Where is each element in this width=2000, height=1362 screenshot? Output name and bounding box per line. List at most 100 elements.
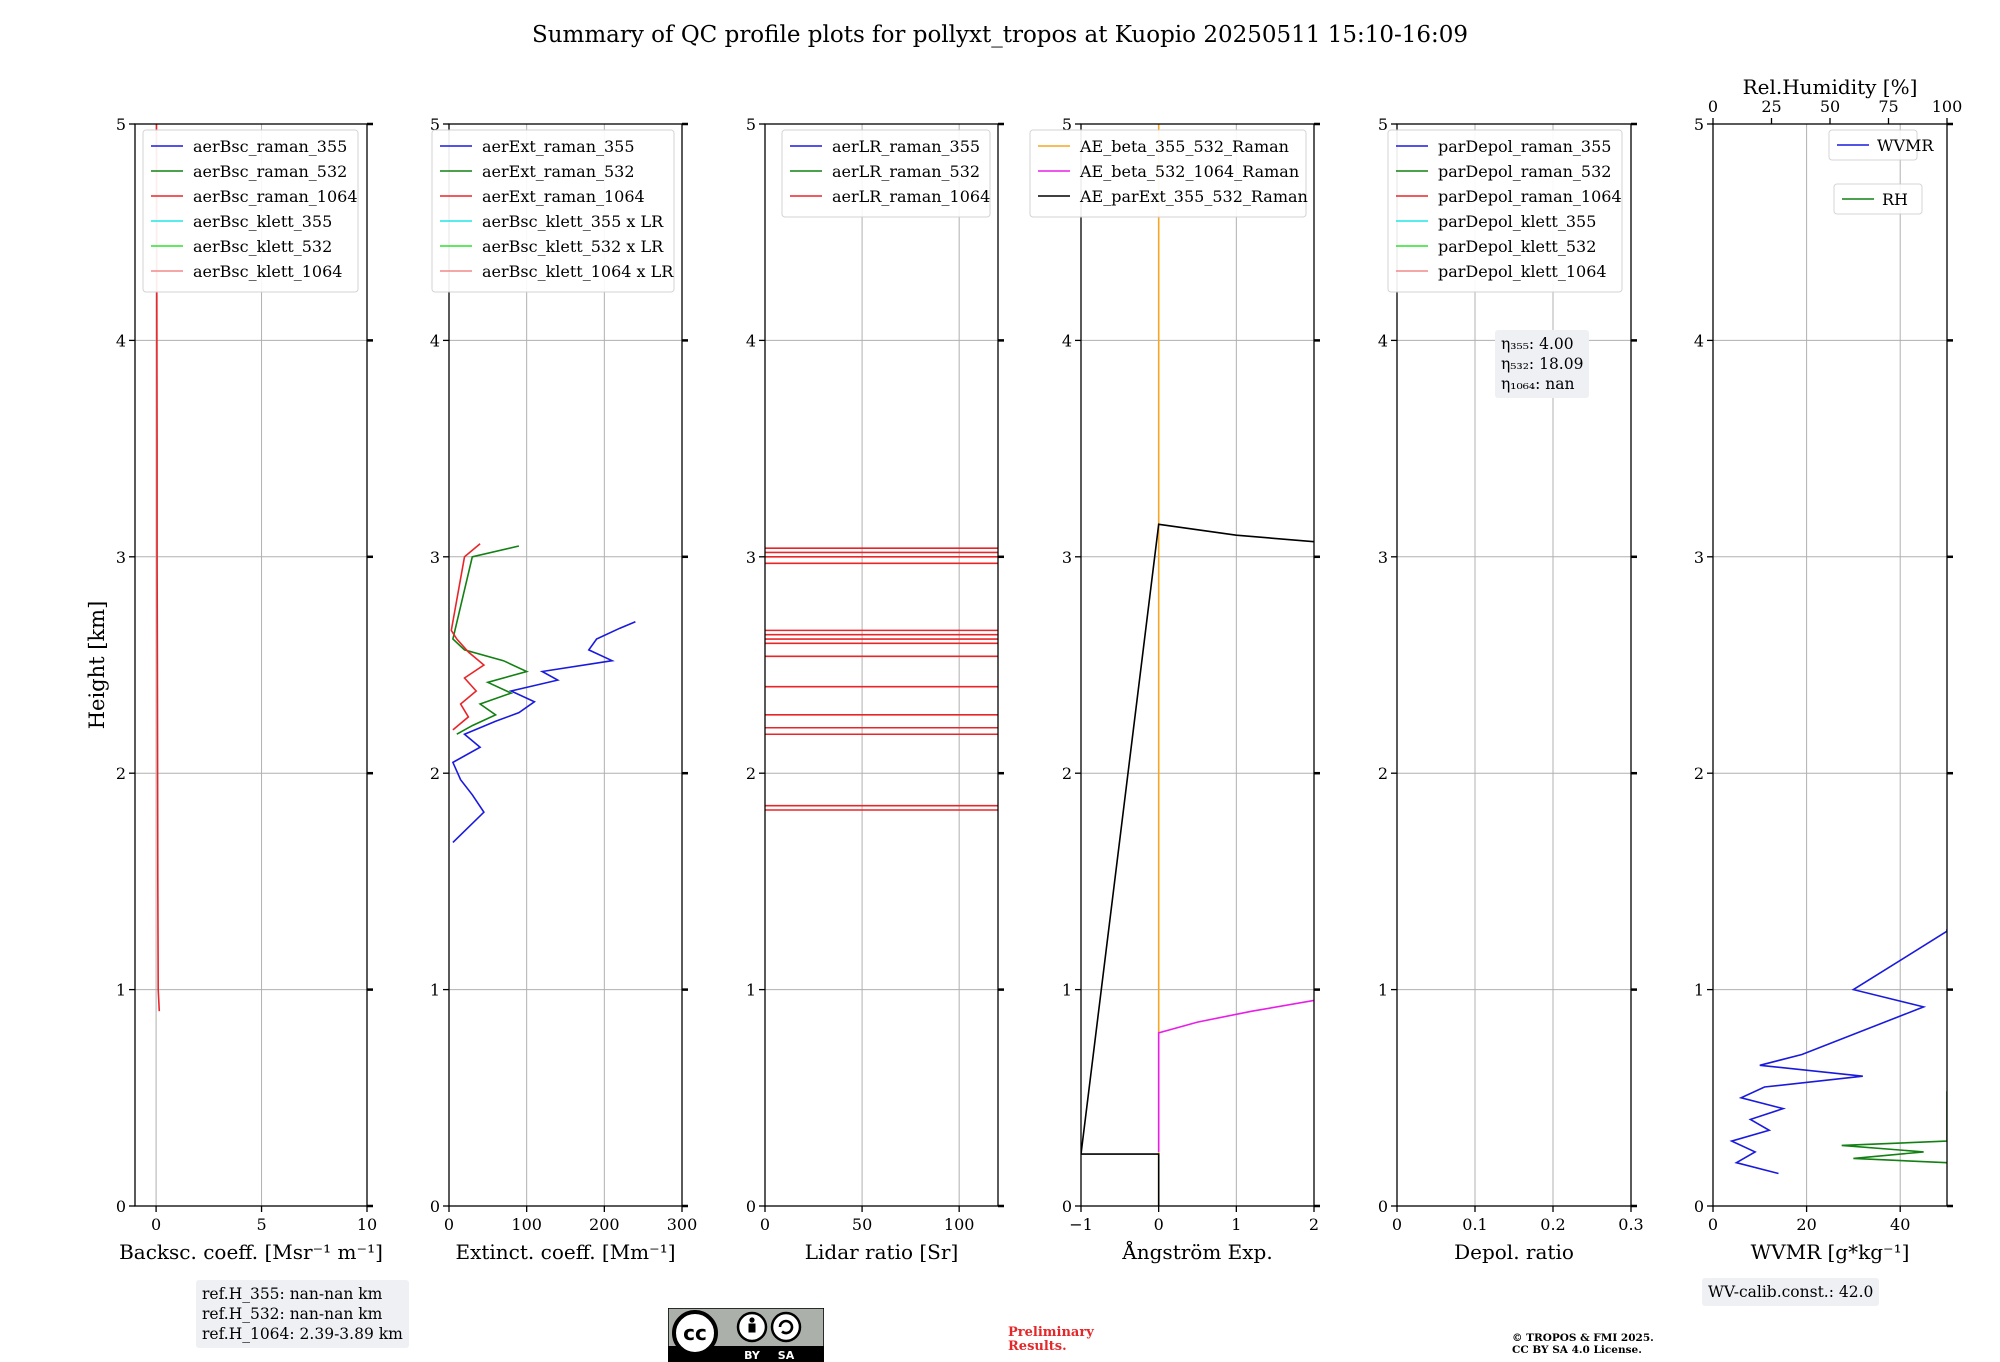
x-axis-label: Lidar ratio [Sr] (805, 1240, 959, 1264)
top-x-tick-label: 25 (1761, 97, 1781, 116)
copyright-line-2: CC BY SA 4.0 License. (1512, 1344, 1642, 1356)
x-tick-label: 20 (1796, 1215, 1816, 1234)
y-tick-label: 2 (746, 764, 756, 783)
axes-frame (764, 123, 999, 1207)
axes-frame (1080, 123, 1315, 1207)
x-tick-label: 0 (444, 1215, 454, 1234)
eta-532: η₅₃₂: 18.09 (1501, 355, 1584, 373)
y-tick-label: 0 (746, 1197, 756, 1216)
y-tick-label: 3 (1378, 548, 1388, 567)
legend-label: AE_beta_355_532_Raman (1079, 137, 1289, 156)
series-line (1841, 1091, 1947, 1164)
axes-frame (448, 123, 683, 1207)
legend-label: aerBsc_raman_355 (193, 137, 347, 156)
x-tick-label: 0 (1392, 1215, 1402, 1234)
ref-height-355: ref.H_355: nan-nan km (202, 1285, 383, 1303)
eta-1064: η₁₀₆₄: nan (1501, 375, 1575, 393)
cc-by-label: BY (744, 1349, 761, 1362)
y-tick-label: 5 (1378, 115, 1388, 134)
legend-label: RH (1882, 190, 1908, 209)
y-tick-label: 4 (1378, 331, 1388, 350)
y-tick-label: 1 (1062, 981, 1072, 1000)
legend-box (1833, 183, 1923, 215)
x-tick-label: −1 (1069, 1215, 1093, 1234)
legend-label: parDepol_klett_532 (1438, 237, 1596, 256)
y-tick-label: 3 (116, 548, 126, 567)
axes-frame (1396, 123, 1632, 1207)
x-tick-label: 0 (1708, 1215, 1718, 1234)
legend-label: aerBsc_klett_355 x LR (482, 212, 664, 231)
y-tick-label: 1 (1694, 981, 1704, 1000)
legend-label: aerBsc_klett_532 (193, 237, 332, 256)
legend-label: aerBsc_klett_355 (193, 212, 332, 231)
y-tick-label: 4 (746, 331, 756, 350)
series-line (1081, 523, 1314, 1206)
y-tick-label: 5 (746, 115, 756, 134)
y-tick-label: 1 (1378, 981, 1388, 1000)
y-tick-label: 2 (116, 764, 126, 783)
ref-height-box: ref.H_355: nan-nan km ref.H_532: nan-nan… (196, 1280, 409, 1348)
svg-text:cc: cc (683, 1321, 707, 1345)
series-line (451, 620, 636, 843)
legend-label: AE_beta_532_1064_Raman (1079, 162, 1299, 181)
legend-label: aerExt_raman_532 (482, 162, 635, 181)
legend-box (1387, 129, 1623, 293)
top-x-tick-label: 100 (1932, 97, 1963, 116)
y-tick-label: 4 (1694, 331, 1704, 350)
x-axis-label: Extinct. coeff. [Mm⁻¹] (455, 1240, 675, 1264)
x-tick-label: 0 (1154, 1215, 1164, 1234)
ref-height-532: ref.H_532: nan-nan km (202, 1305, 383, 1323)
y-tick-label: 4 (1062, 331, 1072, 350)
y-tick-label: 3 (746, 548, 756, 567)
y-tick-label: 0 (1062, 1197, 1072, 1216)
x-tick-label: 1 (1231, 1215, 1241, 1234)
axes-frame (134, 123, 368, 1207)
legend-label: parDepol_klett_1064 (1438, 262, 1607, 281)
preliminary-note: Preliminary Results. (1008, 1326, 1094, 1354)
x-tick-label: 100 (944, 1215, 975, 1234)
x-tick-label: 5 (256, 1215, 266, 1234)
y-tick-label: 2 (430, 764, 440, 783)
legend-label: aerLR_raman_355 (832, 137, 980, 156)
preliminary-line-1: Preliminary (1008, 1325, 1094, 1340)
legend-label: parDepol_raman_1064 (1438, 187, 1622, 206)
y-tick-label: 0 (430, 1197, 440, 1216)
y-tick-label: 0 (1378, 1197, 1388, 1216)
y-tick-label: 1 (430, 981, 440, 1000)
legend-label: AE_parExt_355_532_Raman (1079, 187, 1308, 206)
y-tick-label: 5 (116, 115, 126, 134)
y-tick-label: 5 (1694, 115, 1704, 134)
y-tick-label: 0 (116, 1197, 126, 1216)
legend-label: aerExt_raman_355 (482, 137, 635, 156)
x-tick-label: 100 (511, 1215, 542, 1234)
legend-label: aerBsc_raman_532 (193, 162, 347, 181)
y-tick-label: 5 (430, 115, 440, 134)
legend-label: WVMR (1877, 136, 1934, 155)
top-x-tick-label: 0 (1708, 97, 1718, 116)
wv-calib-box: WV-calib.const.: 42.0 (1702, 1278, 1880, 1306)
legend-box (431, 129, 675, 293)
legend-box (1029, 129, 1307, 218)
eta-box: η₃₅₅: 4.00 η₅₃₂: 18.09 η₁₀₆₄: nan (1495, 330, 1590, 398)
y-axis-label: Height [km] (85, 601, 109, 730)
y-tick-label: 3 (430, 548, 440, 567)
y-tick-label: 3 (1694, 548, 1704, 567)
y-tick-label: 4 (116, 331, 126, 350)
legend-label: parDepol_raman_355 (1438, 137, 1611, 156)
y-tick-label: 2 (1378, 764, 1388, 783)
cc-sa-label: SA (778, 1349, 795, 1362)
x-tick-label: 200 (589, 1215, 620, 1234)
y-tick-label: 2 (1694, 764, 1704, 783)
series-line (1157, 999, 1314, 1152)
y-tick-label: 0 (1694, 1197, 1704, 1216)
wv-calib-const: WV-calib.const.: 42.0 (1708, 1283, 1874, 1301)
eta-355: η₃₅₅: 4.00 (1501, 335, 1574, 353)
copyright-line-1: © TROPOS & FMI 2025. (1512, 1332, 1654, 1344)
legend-label: aerBsc_klett_1064 x LR (482, 262, 674, 281)
copyright-note: © TROPOS & FMI 2025. CC BY SA 4.0 Licens… (1512, 1332, 1654, 1356)
ref-height-1064: ref.H_1064: 2.39-3.89 km (202, 1325, 403, 1343)
top-x-tick-label: 75 (1878, 97, 1898, 116)
x-tick-label: 0 (760, 1215, 770, 1234)
x-tick-label: 0 (151, 1215, 161, 1234)
